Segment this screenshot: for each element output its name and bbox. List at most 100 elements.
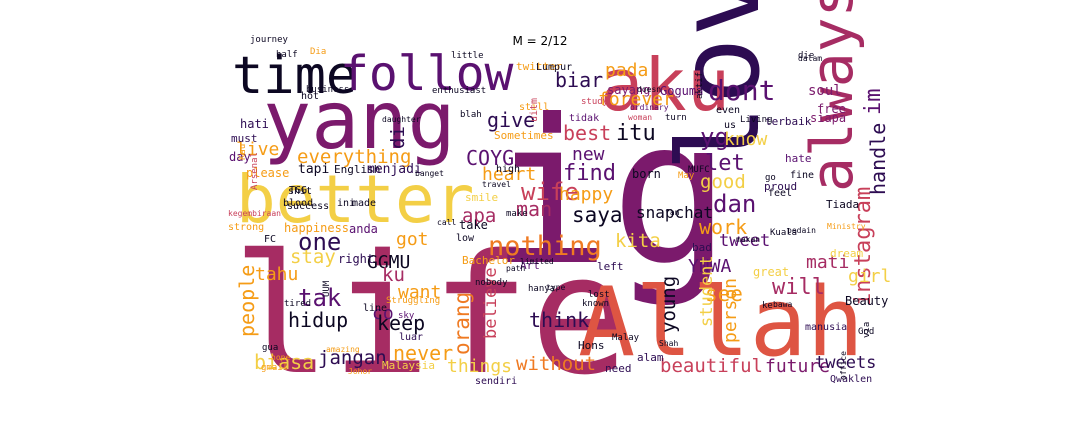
cloud-word: half [276,50,298,60]
cloud-word: FC [264,234,276,245]
cloud-word: anda [349,222,378,236]
cloud-word: bad [692,241,712,254]
cloud-word: lost [588,290,610,300]
cloud-word: take [459,218,488,232]
cloud-word: die [798,51,814,61]
cloud-word: forever [598,89,674,110]
cloud-word: business [306,85,349,95]
cloud-word: study [581,97,609,107]
cloud-word: bawa [773,300,792,309]
cloud-word: got [396,229,429,250]
cloud-word: makan [736,235,760,244]
cloud-word: nobody [475,278,508,288]
cloud-word: Struggling [386,296,440,306]
cloud-word: enthusiast [432,86,486,96]
cloud-word: soul [808,83,842,99]
cloud-word: kita [615,230,661,252]
cloud-word: right [338,252,374,266]
cloud-word: line [363,303,387,314]
cloud-word: happy [559,184,613,205]
cloud-word: MUFC [688,165,710,175]
cloud-word: May [678,171,695,181]
cloud-word: will [772,275,825,300]
cloud-word: keep [377,311,425,335]
cloud-word: terbaik [765,115,812,128]
cloud-word: Ministry [827,222,866,231]
cloud-word: ke [762,301,773,311]
cloud-word: ini [337,198,355,209]
cloud-word: office [839,351,848,380]
cloud-word: high [496,164,520,175]
cloud-word: English [334,163,380,176]
cloud-word: girl [848,266,891,287]
cloud-word: hot [301,91,319,102]
cloud-word: biar [555,68,603,92]
cloud-word: Allah [578,268,864,378]
cloud-word: ig [490,77,731,310]
cloud-word: Tiada [826,198,859,211]
cloud-word: Art [520,259,540,272]
cloud-word: love [655,0,785,172]
cloud-word: limited [520,257,554,266]
cloud-word: Sometimes [494,129,554,142]
cloud-word: always [798,0,866,192]
cloud-word: never [393,341,453,365]
cloud-word: us [724,120,736,131]
cloud-word: fan [665,208,680,217]
cloud-word: even [716,105,740,116]
cloud-word: YNWA [688,256,732,277]
cloud-word: please [246,166,289,180]
cloud-word: things [447,356,512,377]
cloud-word: Dia [310,47,326,57]
cloud-word: apa [462,205,496,227]
cloud-word: orang [450,292,474,355]
cloud-word: proud [764,180,797,193]
cloud-word: yg [700,123,729,151]
cloud-word: sky [398,311,415,321]
cloud-word: know [724,129,768,150]
cloud-word: UUM [322,280,332,297]
cloud-word: work [699,215,747,239]
cloud-word: known [582,299,609,309]
cloud-word: biasa [254,350,314,374]
cloud-word: free [817,102,846,116]
cloud-word: turn [665,113,687,123]
cloud-word: woman [628,113,652,122]
cloud-word: young [658,276,680,333]
cloud-word: tak [298,284,342,312]
cloud-word: still [519,102,549,113]
cloud-word: jangan [318,347,387,369]
cloud-word: snapchat [636,203,713,222]
cloud-word: nothing [488,231,602,262]
cloud-word: need [605,362,632,375]
cloud-word: saya [572,203,623,227]
cloud-word: co [372,303,394,324]
cloud-word: menjadi [367,162,422,177]
cloud-word: see [705,282,743,306]
cloud-word: think [529,308,589,332]
cloud-word: great [753,265,789,279]
cloud-word: people [235,265,259,337]
cloud-word: itu [616,121,656,146]
cloud-word: hati [240,117,269,131]
cloud-word: tahu [255,264,298,285]
cloud-word: blah [460,110,482,120]
cloud-word: Lumpur [536,62,572,73]
cloud-word: go [765,173,776,183]
cloud-word: tweets [815,353,876,373]
cloud-word: person [720,278,741,343]
cloud-word: via [862,322,872,338]
cloud-word: Arsenal [250,152,260,190]
cloud-word: must [231,132,258,145]
cloud-word: aku [600,43,730,127]
cloud-word: left [597,260,624,273]
cloud-word: man [516,197,552,221]
cloud-word: yang [263,74,456,167]
cloud-word: Qwaklen [830,374,872,385]
cloud-word: uitm [529,98,540,122]
cloud-word: wife [521,178,579,206]
cloud-word: believe [481,267,501,339]
cloud-word: shit [288,186,312,197]
